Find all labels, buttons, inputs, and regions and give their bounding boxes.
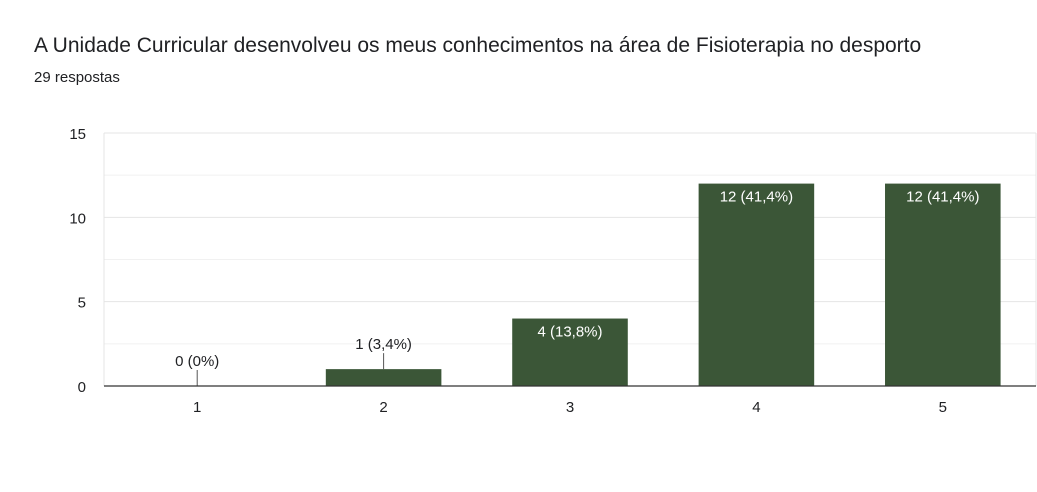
x-tick-label: 3	[566, 399, 574, 416]
x-tick-label: 1	[193, 399, 201, 416]
bar	[512, 318, 628, 386]
bar-data-label: 1 (3,4%)	[355, 336, 412, 353]
bar-data-label: 4 (13,8%)	[537, 324, 602, 341]
chart-title: A Unidade Curricular desenvolveu os meus…	[34, 34, 922, 57]
bar	[325, 369, 442, 386]
x-tick-label: 5	[939, 399, 947, 416]
bar	[698, 183, 815, 386]
bar-data-label: 0 (0%)	[175, 353, 219, 370]
y-tick-label: 10	[69, 210, 86, 227]
bar-data-label: 12 (41,4%)	[720, 189, 793, 206]
bar	[885, 183, 1001, 386]
response-count: 29 respostas	[34, 69, 120, 86]
y-tick-label: 0	[78, 379, 86, 396]
y-tick-label: 15	[69, 126, 86, 143]
x-tick-label: 2	[379, 399, 387, 416]
bar-data-label: 12 (41,4%)	[906, 189, 979, 206]
x-tick-label: 4	[752, 399, 760, 416]
y-tick-label: 5	[78, 295, 86, 312]
